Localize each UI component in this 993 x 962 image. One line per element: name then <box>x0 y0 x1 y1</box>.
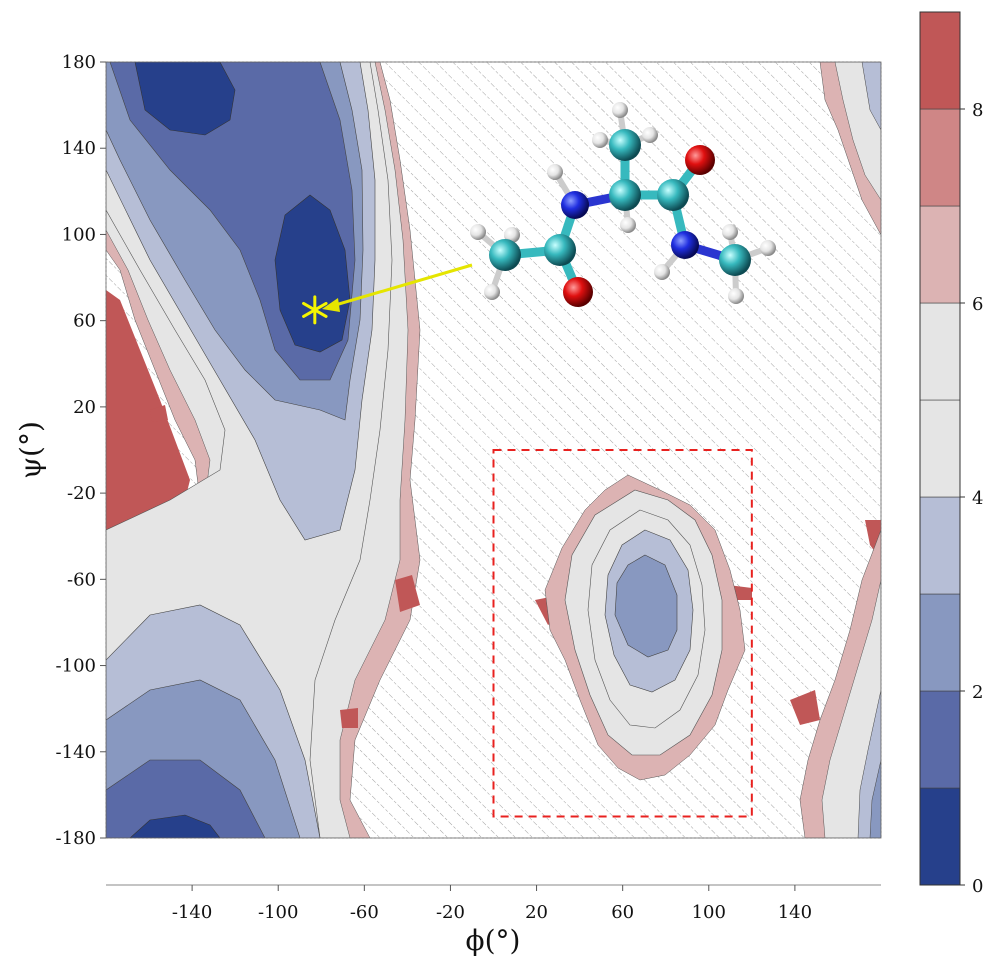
colorbar-tick-label: 2 <box>972 682 983 703</box>
x-axis-label: ϕ(°) <box>466 924 521 957</box>
contour-bands <box>106 62 881 838</box>
x-tick-label: -140 <box>172 902 212 923</box>
y-tick-label: -20 <box>67 483 96 504</box>
contour-band <box>861 62 881 131</box>
y-axis-label: ψ(°) <box>14 421 47 479</box>
contour-band <box>274 194 351 353</box>
y-tick-label: -180 <box>56 828 96 849</box>
colorbar-band <box>919 593 961 692</box>
colorbar-tick-label: 4 <box>972 488 983 509</box>
y-tick-label: -140 <box>56 742 96 763</box>
y-axis: 180 140 100 60 20 -20 -60 -100 -140 -180 <box>56 52 106 849</box>
x-tick-label: -20 <box>436 902 465 923</box>
y-tick-label: 140 <box>62 138 96 159</box>
x-tick-label: 20 <box>525 902 548 923</box>
contour-band <box>106 290 190 555</box>
y-tick-label: -100 <box>56 656 96 677</box>
x-tick-label: 140 <box>778 902 812 923</box>
molecule-image <box>470 102 776 307</box>
colorbar-band <box>919 11 961 110</box>
y-tick-label: 20 <box>73 397 96 418</box>
marker-stroke <box>302 301 328 318</box>
colorbar-band <box>919 108 961 207</box>
contour-band <box>614 554 678 658</box>
plot-border <box>105 61 882 839</box>
x-axis: -140 -100 -60 -20 20 60 100 140 <box>106 884 881 923</box>
contour-band <box>150 405 168 422</box>
colorbar-tick-label: 8 <box>972 100 983 121</box>
colorbar-border <box>919 11 961 886</box>
contour-band <box>106 759 266 838</box>
marker-arrow <box>331 263 473 308</box>
contour-band <box>790 690 820 725</box>
colorbar-band <box>919 787 961 886</box>
colorbar: 0 2 4 6 8 <box>919 11 983 897</box>
x-tick-label: -60 <box>350 902 379 923</box>
y-tick-label: -60 <box>67 569 96 590</box>
colorbar-band <box>919 690 961 789</box>
y-tick-label: 60 <box>73 311 96 332</box>
marker-arrowhead <box>322 298 340 312</box>
colorbar-band <box>919 302 961 401</box>
contour-band <box>869 759 881 838</box>
contour-band <box>134 62 236 136</box>
highlight-box <box>492 449 753 818</box>
x-tick-label: 60 <box>611 902 634 923</box>
x-tick-label: -100 <box>258 902 298 923</box>
y-tick-label: 100 <box>62 224 96 245</box>
contour-band <box>129 814 221 838</box>
colorbar-band <box>919 205 961 304</box>
contour-band <box>340 708 358 728</box>
colorbar-band <box>919 496 961 595</box>
colorbar-tick-label: 0 <box>972 876 983 897</box>
colorbar-band <box>919 399 961 498</box>
y-tick-label: 180 <box>62 52 96 73</box>
x-tick-label: 100 <box>692 902 726 923</box>
minimum-marker <box>302 295 328 325</box>
colorbar-tick-label: 6 <box>972 294 983 315</box>
contour-band <box>395 575 420 612</box>
